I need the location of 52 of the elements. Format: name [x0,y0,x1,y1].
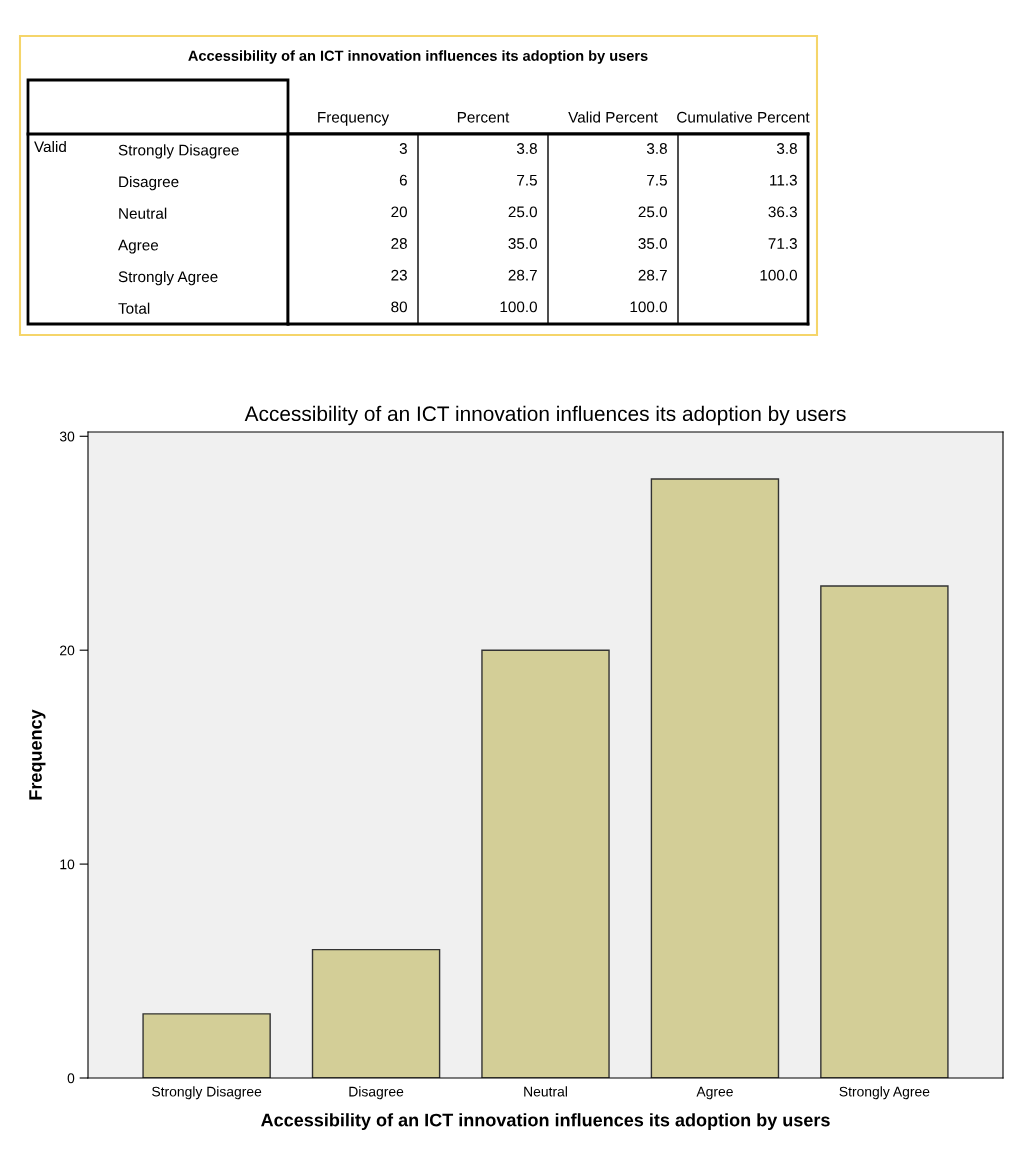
data-label: 35.0 [638,238,668,249]
data-label: 20 [391,206,407,218]
x-tick-label: Disagree [349,1086,404,1100]
data-label: 100.0 [500,301,538,313]
data-label: 11.3 [770,174,797,186]
data-label: 3.8 [646,143,667,154]
data-label: 23 [391,269,407,281]
data-label: 80 [391,301,407,313]
x-tick-label: Neutral [524,1086,567,1097]
data-label: 28.7 [638,269,667,281]
x-axis-title: Accessibility of an ICT innovation influences its adoption by users [261,1113,830,1130]
y-tick-label: Disagree [119,175,179,191]
data-label: 3 [399,143,407,154]
data-label: 71.3 [768,238,797,249]
text: Valid [34,140,66,153]
data-label: 35.0 [508,238,538,249]
y-tick-label: Total [118,302,150,314]
y-tick-label: Strongly Disagree [118,144,239,159]
data-label: 7.5 [647,174,667,186]
y-tick-label: 30 [59,431,75,442]
chart-title: Accessibility of an ICT innovation influences its adoption by users [244,405,846,426]
x-tick-label: Strongly Disagree [152,1086,262,1100]
data-label: 36.3 [768,206,797,218]
chart-title: Accessibility of an ICT innovation influences its adoption by users [188,50,648,64]
y-tick-label: 0 [67,1073,75,1084]
y-tick-label: 10 [60,859,75,870]
bar [820,585,949,1078]
data-label: 25.0 [508,206,538,218]
data-label: 3.8 [776,143,797,154]
bar [650,478,780,1078]
y-axis-title: Frequency [29,709,46,800]
bar [142,1013,271,1078]
x-tick-label: Percent [457,111,510,123]
data-label: 100.0 [630,301,668,313]
data-label: 25.0 [638,206,668,218]
data-label: 3.8 [516,143,537,154]
data-label: 7.5 [517,174,537,186]
x-tick-label: Valid Percent [568,111,658,123]
bar [481,649,610,1078]
data-label: 6 [399,174,407,186]
bar [311,948,441,1078]
y-tick-label: Neutral [119,207,167,219]
data-label: 28.7 [508,269,537,281]
y-tick-label: Agree [118,239,159,254]
data-label: 28 [391,238,407,249]
x-tick-label: Strongly Agree [839,1086,930,1100]
x-tick-label: Agree [696,1086,733,1100]
y-tick-label: Strongly Agree [118,270,218,286]
y-tick-label: 20 [60,645,75,656]
x-tick-label: Frequency [318,111,390,126]
x-tick-label: Cumulative Percent [677,111,810,123]
data-label: 100.0 [760,269,798,281]
